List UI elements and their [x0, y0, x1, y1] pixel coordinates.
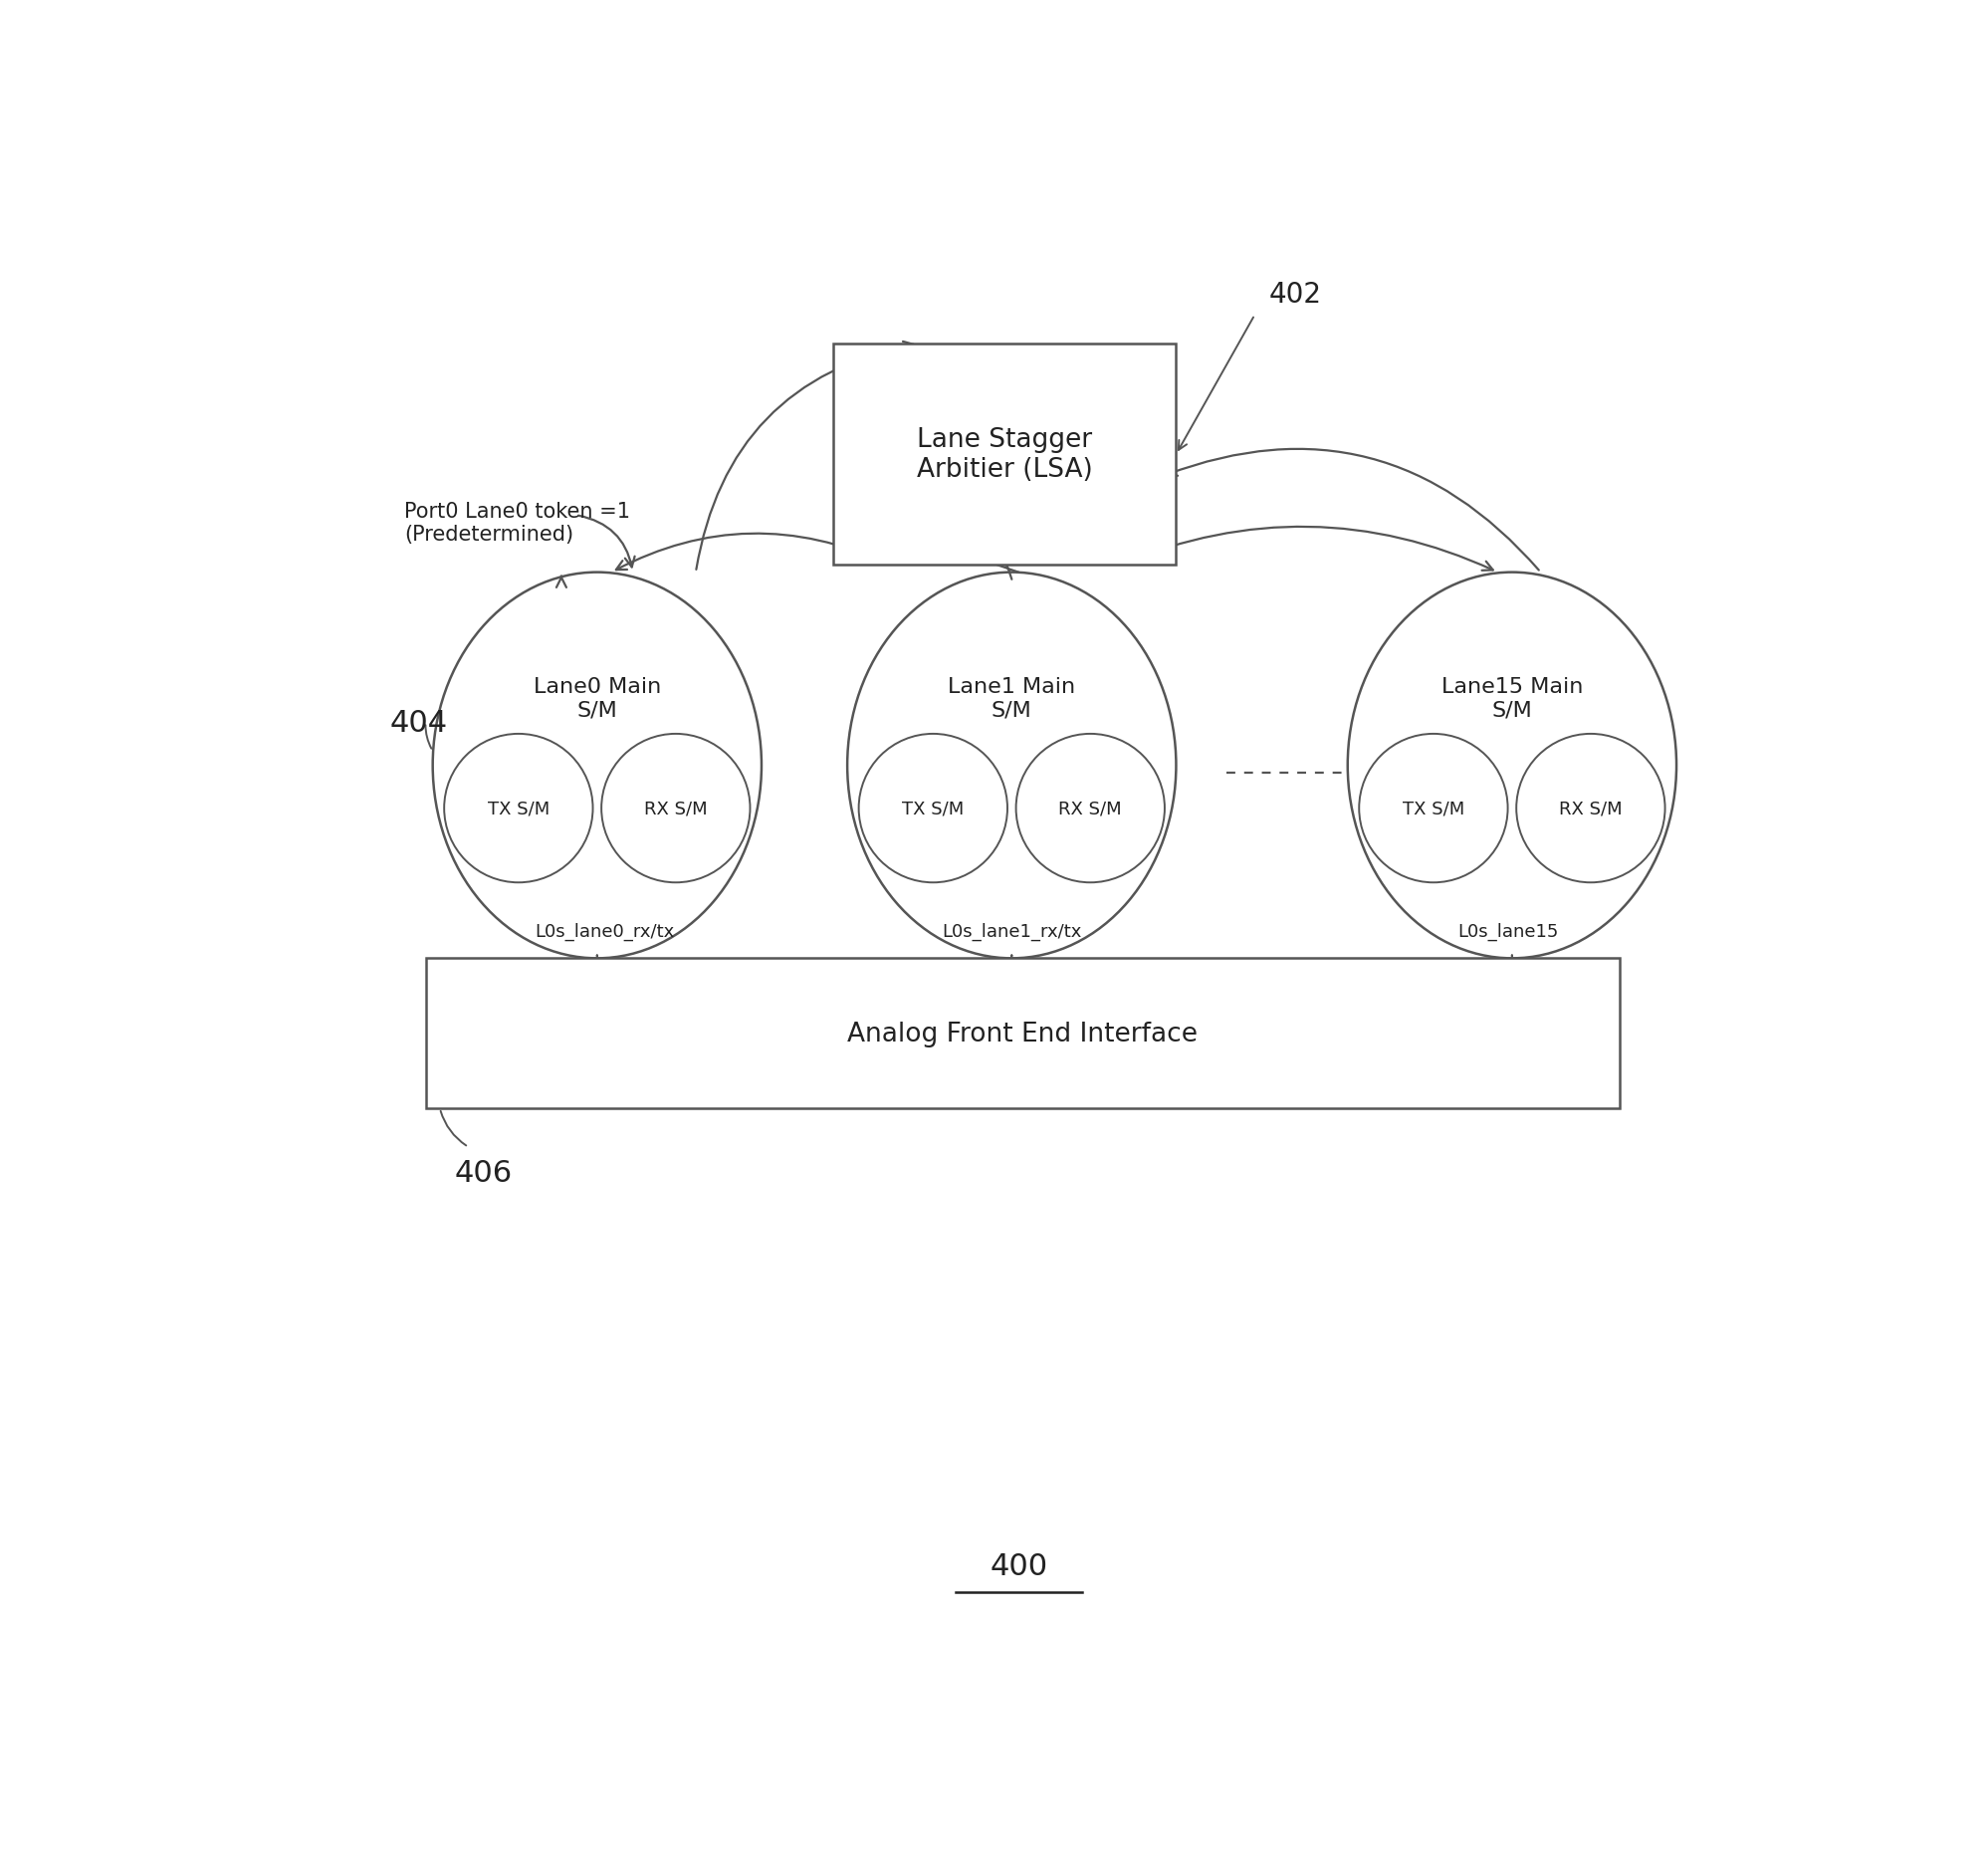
Text: RX S/M: RX S/M: [1060, 800, 1121, 818]
Circle shape: [859, 735, 1008, 883]
Bar: [425, 960, 1620, 1108]
Text: RX S/M: RX S/M: [1559, 800, 1622, 818]
Circle shape: [1360, 735, 1507, 883]
Ellipse shape: [433, 574, 761, 960]
Text: TX S/M: TX S/M: [903, 800, 964, 818]
Circle shape: [1016, 735, 1165, 883]
Text: L0s_lane1_rx/tx: L0s_lane1_rx/tx: [942, 922, 1081, 941]
Circle shape: [602, 735, 749, 883]
Text: TX S/M: TX S/M: [1402, 800, 1465, 818]
Text: 406: 406: [453, 1158, 513, 1188]
Text: Lane0 Main
S/M: Lane0 Main S/M: [533, 677, 660, 720]
Text: RX S/M: RX S/M: [644, 800, 708, 818]
Text: 404: 404: [390, 709, 447, 737]
Text: 400: 400: [990, 1552, 1048, 1581]
Circle shape: [443, 735, 592, 883]
Text: Analog Front End Interface: Analog Front End Interface: [847, 1021, 1197, 1047]
Text: TX S/M: TX S/M: [487, 800, 549, 818]
Text: L0s_lane15: L0s_lane15: [1457, 922, 1559, 941]
Text: Lane Stagger
Arbitier (LSA): Lane Stagger Arbitier (LSA): [916, 427, 1093, 483]
Text: 402: 402: [1268, 280, 1322, 308]
Text: Lane1 Main
S/M: Lane1 Main S/M: [948, 677, 1076, 720]
Ellipse shape: [847, 574, 1177, 960]
Text: Port0 Lane0 token =1
(Predetermined): Port0 Lane0 token =1 (Predetermined): [404, 501, 630, 544]
Text: L0s_lane0_rx/tx: L0s_lane0_rx/tx: [535, 922, 674, 941]
Text: Lane15 Main
S/M: Lane15 Main S/M: [1441, 677, 1582, 720]
Bar: [833, 343, 1177, 566]
Circle shape: [1517, 735, 1666, 883]
Ellipse shape: [1348, 574, 1676, 960]
